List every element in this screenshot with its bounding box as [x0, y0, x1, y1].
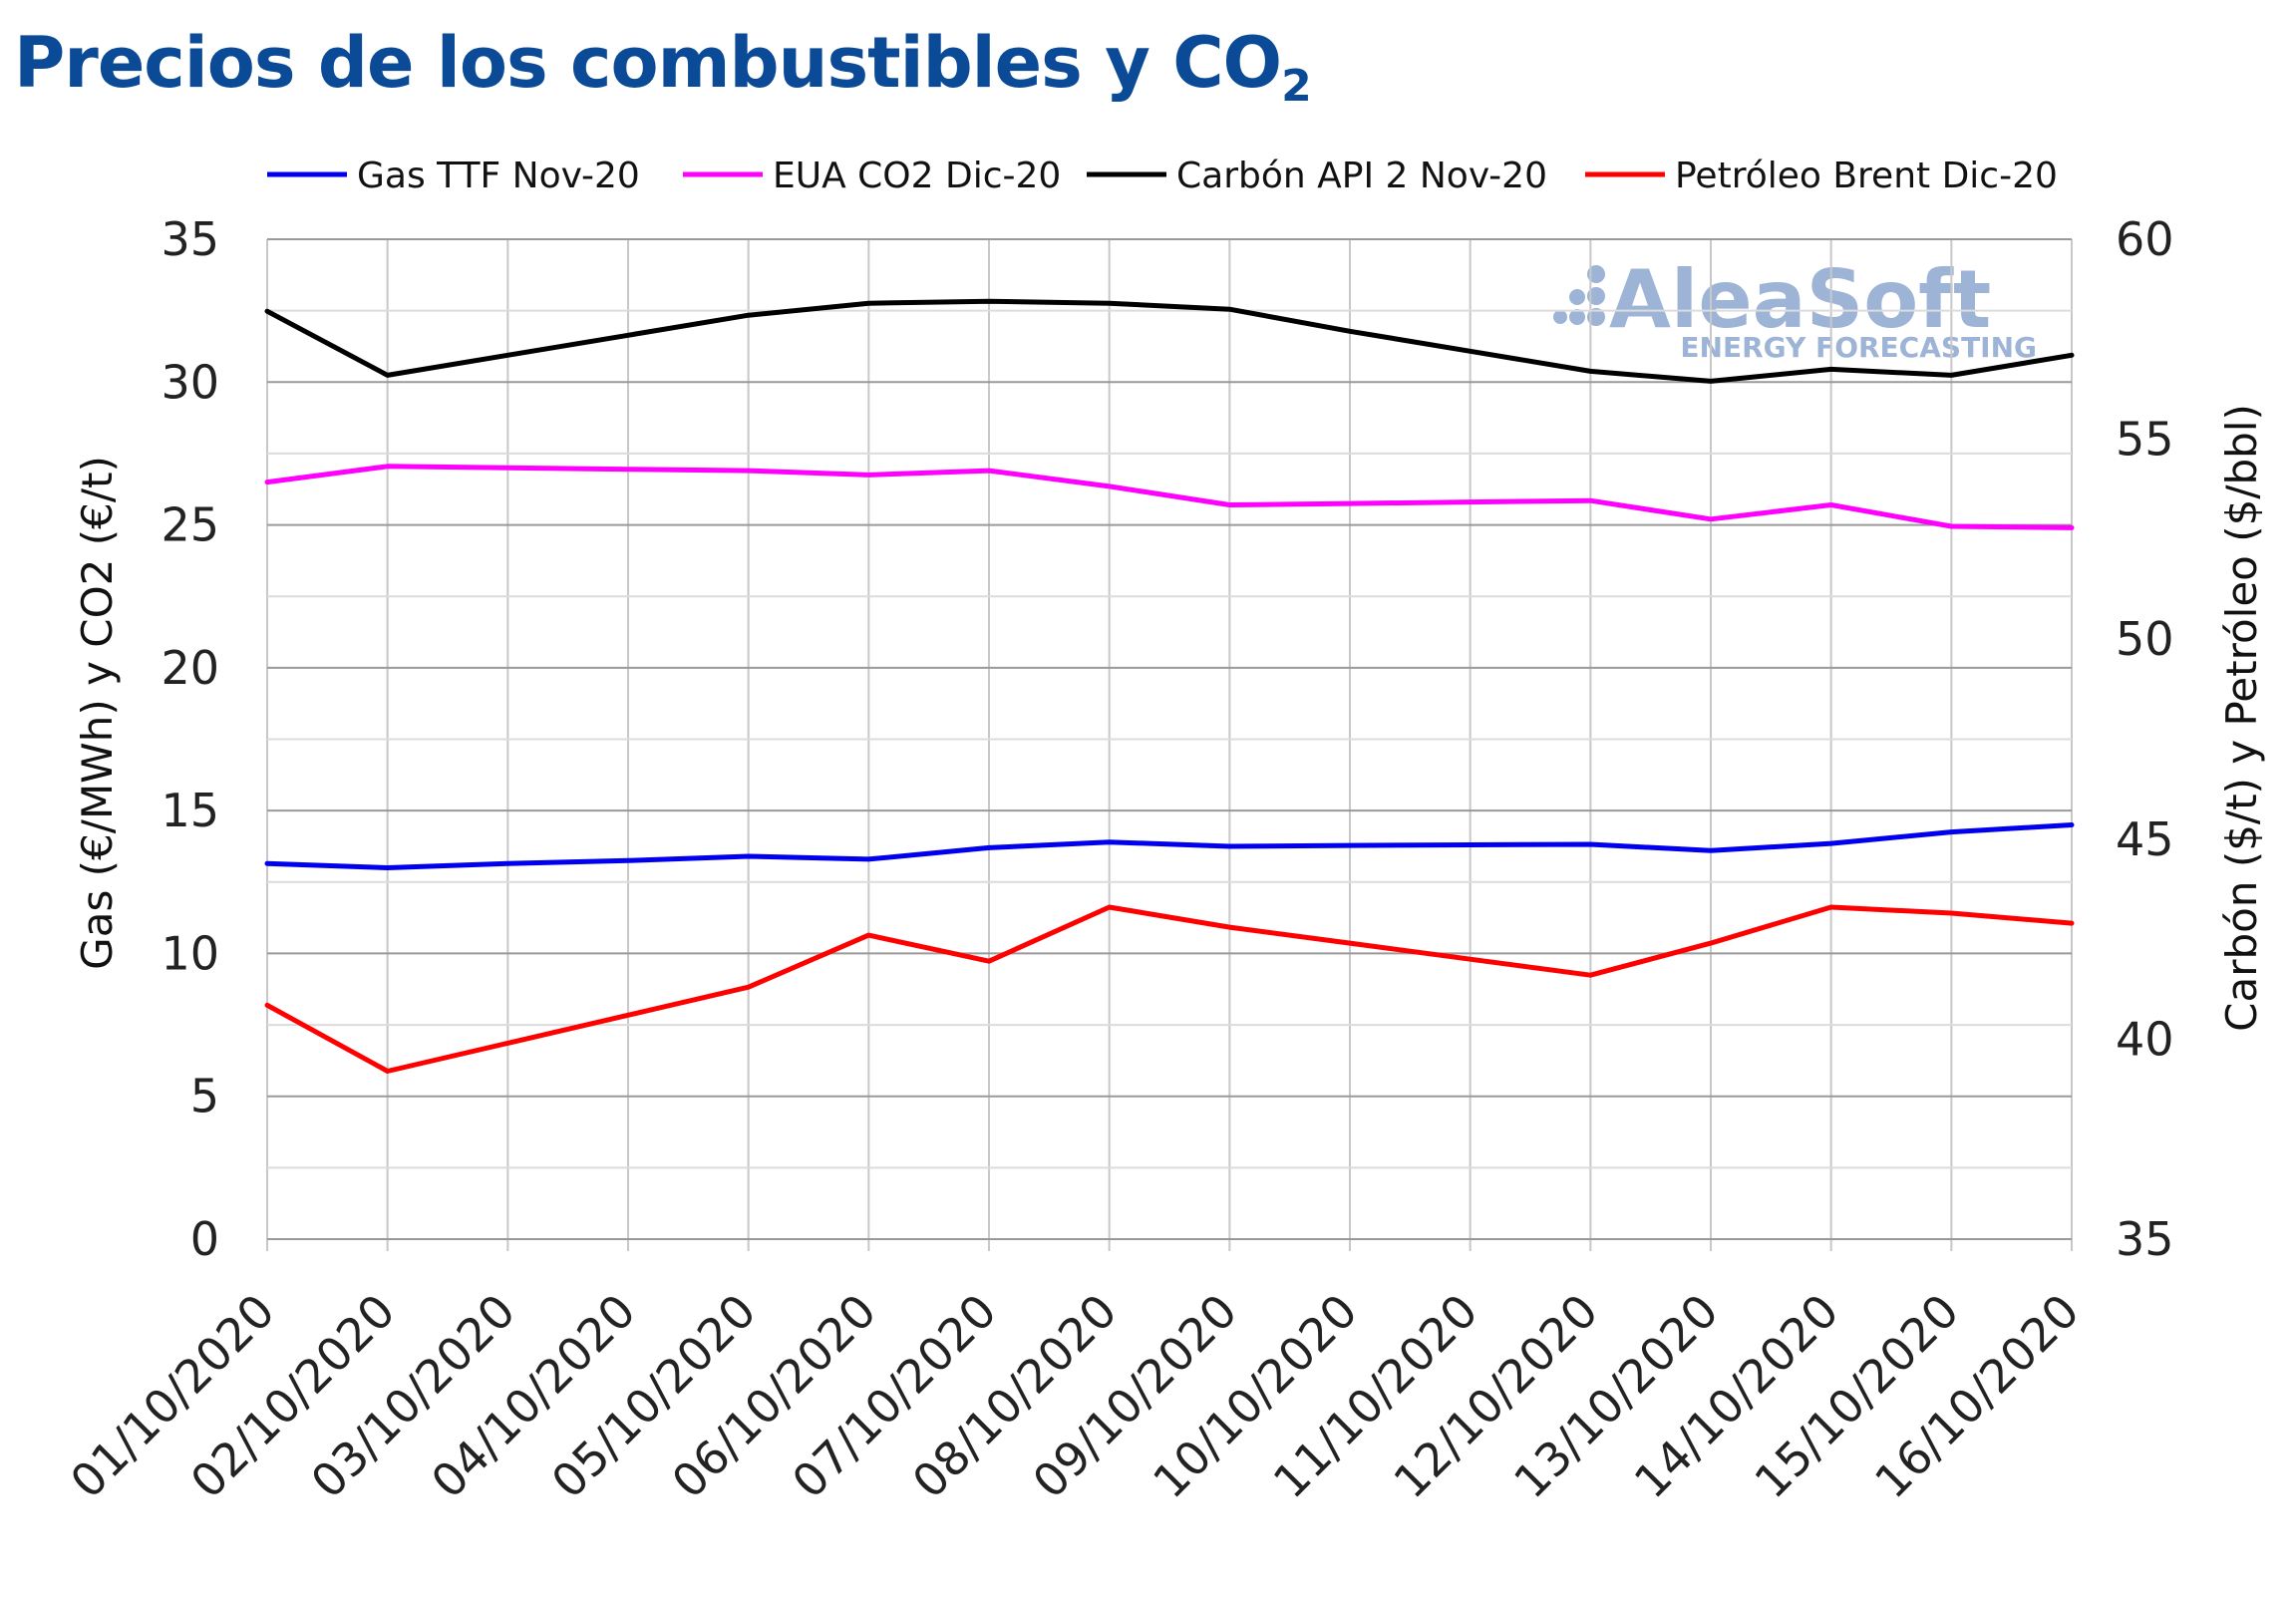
y-axis-left-tick-label: 0 — [190, 1212, 219, 1266]
y-axis-right-tick-label: 40 — [2116, 1012, 2174, 1066]
legend-label: Petróleo Brent Dic-20 — [1675, 156, 2058, 196]
legend-label: Gas TTF Nov-20 — [357, 156, 640, 196]
watermark-brand: AleaSoft — [1609, 253, 1991, 346]
grid — [266, 238, 2073, 1251]
y-axis-right-tick-label: 60 — [2116, 212, 2174, 266]
chart-title-subscript: 2 — [1281, 61, 1312, 112]
y-axis-left-tick-label: 30 — [161, 355, 219, 409]
y-axis-left-label: Gas (€/MWh) y CO2 (€/t) — [73, 456, 122, 970]
legend-label: Carbón API 2 Nov-20 — [1176, 156, 1547, 196]
aleasoft-logo-icon — [1553, 265, 1605, 326]
y-axis-right-tick-label: 35 — [2116, 1212, 2174, 1266]
y-axis-right-label: Carbón ($/t) y Petróleo ($/bbl) — [2217, 404, 2266, 1032]
axes: 0510152025303535404550556001/10/202002/1… — [60, 212, 2173, 1508]
chart-title-text: Precios de los combustibles y CO — [14, 22, 1282, 104]
legend: Gas TTF Nov-20 EUA CO2 Dic-20 Carbón API 2… — [267, 156, 2058, 196]
series-line — [264, 464, 2075, 530]
y-axis-left-tick-label: 35 — [161, 212, 219, 266]
aleasoft-watermark: AleaSoft ENERGY FORECASTING — [1553, 253, 2037, 364]
series-line — [264, 904, 2075, 1074]
series-lines — [264, 298, 2075, 1074]
y-axis-right-tick-label: 50 — [2116, 612, 2174, 666]
y-axis-left-tick-label: 20 — [161, 641, 219, 695]
y-axis-left-tick-label: 5 — [190, 1070, 219, 1123]
series-line — [264, 822, 2075, 870]
chart-title: Precios de los combustibles y CO2 — [14, 22, 1312, 112]
y-axis-left-tick-label: 15 — [161, 784, 219, 837]
legend-label: EUA CO2 Dic-20 — [773, 156, 1061, 196]
series-line — [264, 298, 2075, 384]
y-axis-left-tick-label: 25 — [161, 498, 219, 552]
watermark-tagline: ENERGY FORECASTING — [1680, 331, 2037, 364]
y-axis-right-tick-label: 55 — [2116, 413, 2174, 467]
y-axis-right-tick-label: 45 — [2116, 812, 2174, 866]
y-axis-left-tick-label: 10 — [161, 926, 219, 980]
